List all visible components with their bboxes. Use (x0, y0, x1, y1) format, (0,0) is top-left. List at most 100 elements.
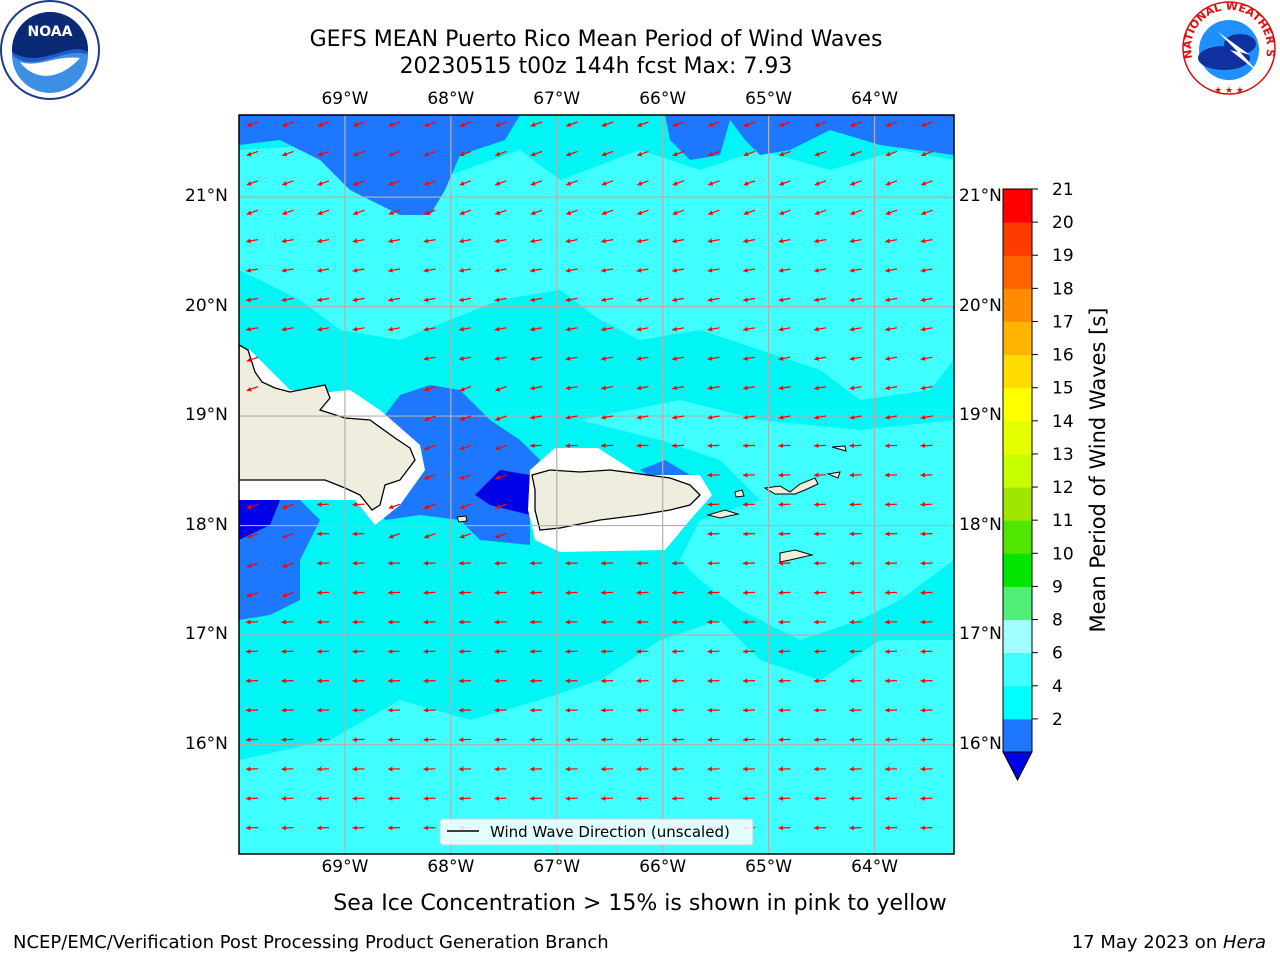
wind-arrow-head (779, 122, 785, 127)
wind-arrow-head (388, 122, 394, 127)
wind-arrow-head (849, 472, 854, 478)
wind-arrow-head (281, 267, 287, 273)
period-zone-darkest-mona (475, 470, 530, 515)
wind-arrow-head (565, 414, 571, 420)
wind-arrow-head (601, 181, 607, 186)
wind-arrow-head (814, 122, 820, 127)
wind-arrow-head (778, 737, 783, 743)
wind-arrow-head (849, 267, 855, 273)
colorbar-tick-label: 8 (1052, 611, 1063, 631)
colorbar-band (1003, 553, 1032, 587)
wind-arrow-head (317, 502, 322, 507)
wind-arrow-head (352, 707, 357, 713)
wind-arrow-head (920, 619, 925, 625)
longitude-label: 69°W (321, 89, 369, 109)
wind-arrow-head (778, 356, 784, 361)
period-zone-dark-northeast (665, 115, 954, 160)
wind-arrow-head (459, 504, 465, 510)
wind-arrow-head (636, 649, 641, 654)
wind-arrow-head (636, 737, 641, 743)
wind-arrow-head (849, 678, 854, 684)
wind-arrow-head (849, 356, 855, 361)
wind-arrow-head (246, 238, 251, 244)
wind-arrow-head (388, 297, 393, 303)
wind-arrow-head (636, 678, 641, 684)
wind-arrow-head (636, 414, 642, 420)
wind-arrow-head (388, 238, 393, 244)
wind-arrow-head (885, 443, 890, 449)
footer-date-text: 17 May 2023 on (1071, 932, 1223, 953)
wind-arrow-head (778, 267, 784, 273)
colorbar-tick-label: 12 (1052, 478, 1074, 498)
noaa-logo: NOAA (0, 0, 100, 100)
wind-arrow-head (317, 590, 322, 596)
wind-arrow-head (672, 210, 678, 216)
wind-arrow-head (920, 502, 925, 507)
wind-arrow-head (778, 796, 783, 801)
wind-arrow-head (246, 210, 252, 216)
wind-arrow-head (601, 796, 606, 801)
wind-arrow-head (672, 356, 677, 361)
svg-text:★ ★ ★: ★ ★ ★ (1214, 86, 1244, 96)
wind-arrow-head (920, 267, 926, 273)
wind-arrow-head (459, 649, 464, 654)
wind-arrow-head (636, 238, 642, 244)
wind-arrow-head (388, 267, 393, 273)
wind-arrow-head (495, 475, 501, 480)
wind-arrow-head (459, 181, 465, 186)
wind-arrow-head (708, 210, 714, 216)
colorbar-band (1003, 288, 1032, 322)
wind-arrow-head (246, 707, 251, 713)
wind-arrow-head (352, 796, 357, 801)
wind-arrow-head (672, 707, 677, 713)
wind-arrow-head (849, 560, 854, 566)
wind-arrow-head (743, 326, 748, 332)
wind-arrow-head (779, 151, 785, 157)
wind-arrow-head (885, 385, 890, 391)
wind-arrow-head (672, 122, 678, 127)
wind-arrow-head (530, 122, 536, 127)
wind-arrow-head (459, 737, 464, 743)
wind-arrow-head (601, 766, 606, 772)
wind-arrow-head (743, 649, 748, 654)
wind-arrow-head (494, 590, 499, 596)
wind-arrow-head (672, 560, 677, 566)
colorbar-band (1003, 387, 1032, 422)
wind-arrow-head (565, 707, 570, 713)
wind-arrow-head (920, 766, 925, 772)
wind-arrow-head (352, 238, 358, 244)
wind-arrow-head (246, 357, 252, 363)
longitude-label: 65°W (745, 89, 793, 109)
wind-arrow-head (565, 560, 570, 566)
wind-arrow-head (246, 533, 252, 539)
wind-arrow-head (707, 356, 713, 361)
noaa-logo-text: NOAA (28, 24, 73, 40)
wind-arrow-head (885, 707, 890, 713)
wind-arrow-head (494, 707, 499, 713)
wind-arrow-head (672, 326, 677, 332)
wind-arrow-head (672, 649, 677, 654)
wind-arrow-head (353, 210, 359, 216)
wind-arrow-head (246, 619, 251, 625)
wind-arrow-head (849, 825, 854, 831)
wind-arrow-head (920, 238, 926, 244)
wind-arrow-head (849, 590, 854, 596)
wind-arrow-head (281, 649, 286, 654)
wind-arrow-head (885, 181, 891, 186)
wind-arrow-head (530, 619, 535, 625)
longitude-label: 69°W (321, 857, 369, 877)
wind-arrow-head (565, 443, 570, 449)
wind-arrow-head (885, 590, 890, 596)
wind-arrow-head (459, 796, 464, 801)
wind-arrow-head (637, 122, 643, 127)
wind-arrow-head (565, 766, 570, 772)
wind-arrow-head (388, 590, 393, 596)
wind-arrow-head (707, 385, 713, 391)
wind-arrow-head (849, 619, 854, 625)
wind-arrow-head (885, 825, 890, 831)
wind-arrow-head (388, 649, 393, 654)
wind-arrow-head (424, 151, 430, 157)
period-zone-darkest-west (239, 500, 280, 540)
wind-arrow-head (566, 210, 572, 216)
